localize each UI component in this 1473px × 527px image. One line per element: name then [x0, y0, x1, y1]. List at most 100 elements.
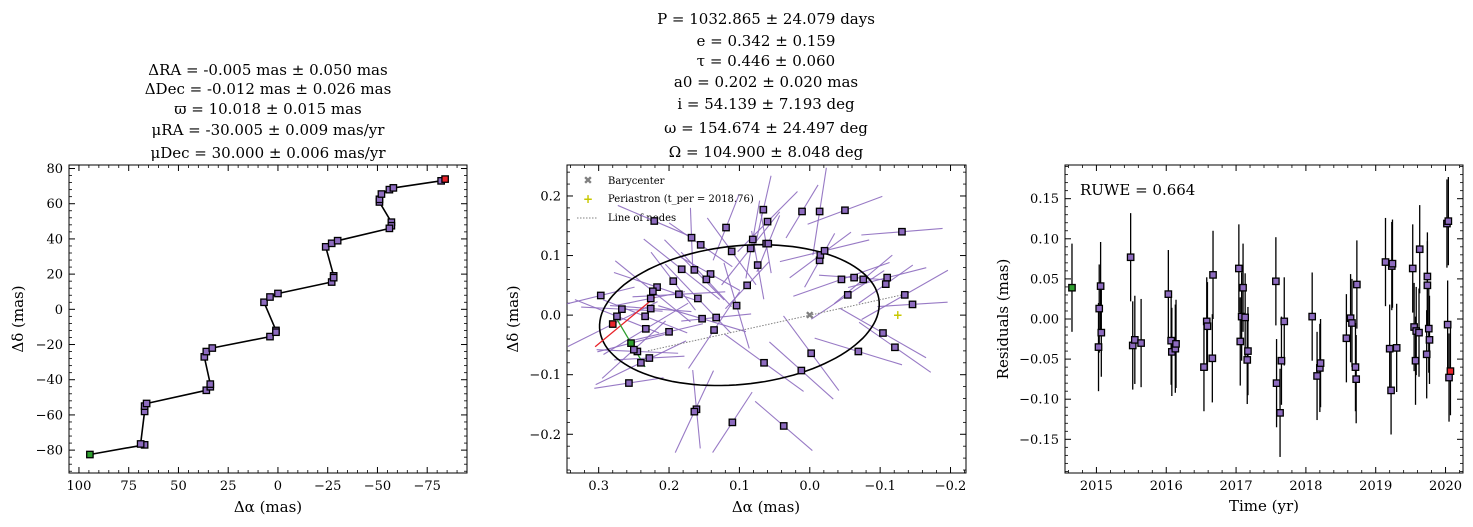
x-tick-label: 75 [120, 479, 137, 494]
last-epoch-scan-line [594, 296, 656, 348]
data-point [1137, 339, 1145, 347]
legend-barycenter-label: Barycenter [608, 176, 665, 187]
data-point [1423, 272, 1432, 281]
data-point [1445, 373, 1453, 382]
data-point [837, 275, 846, 284]
data-point [1444, 217, 1453, 225]
panel-proper-motion: ΔRA = -0.005 mas ± 0.050 mas ΔDec = -0.0… [9, 61, 468, 516]
data-point [1411, 356, 1420, 365]
data-point [1130, 336, 1139, 344]
x-tick-label: −0.2 [935, 479, 967, 494]
data-point [1351, 363, 1360, 371]
data-point [1280, 317, 1289, 326]
data-point [1096, 282, 1105, 290]
data-point [883, 273, 892, 282]
data-point [1236, 337, 1245, 346]
panel1-xlabel: Δα (mas) [234, 498, 302, 516]
data-point [722, 223, 730, 232]
data-point [1352, 375, 1361, 384]
data-point [1408, 264, 1417, 273]
data-point [759, 205, 768, 214]
panel1-ylabel: Δδ (mas) [9, 285, 27, 352]
data-point [687, 233, 696, 242]
data-point [645, 354, 654, 362]
x-tick-label: 0.1 [729, 479, 750, 494]
ruwe-annotation: RUWE = 0.664 [1080, 181, 1195, 199]
data-point [1200, 363, 1208, 371]
data-point [1388, 259, 1397, 268]
data-point [854, 347, 863, 356]
data-point [1313, 372, 1321, 380]
data-point [1276, 408, 1284, 417]
data-point [389, 184, 398, 192]
y-tick-label: 40 [46, 232, 63, 247]
line-of-nodes [647, 293, 905, 352]
data-point [1239, 283, 1247, 292]
data-point [706, 270, 715, 278]
x-tick-label: −0.1 [864, 479, 896, 494]
data-point [1208, 354, 1217, 363]
y-tick-label: −60 [36, 408, 63, 423]
data-point [850, 273, 858, 282]
data-point [630, 345, 638, 354]
data-point [1425, 336, 1434, 344]
legend: ✖ Barycenter + Periastron (t_per = 2018.… [577, 174, 754, 224]
data-point [1277, 356, 1286, 365]
panel1-title-line-1: ΔRA = -0.005 mas ± 0.050 mas [148, 61, 387, 79]
data-point [1164, 290, 1173, 298]
data-point [760, 358, 768, 367]
data-point [859, 275, 868, 284]
y-tick-label: −0.2 [529, 428, 561, 443]
panel-residuals: RUWE = 0.664 Time (yr) Residuals (mas) 2… [994, 164, 1464, 515]
data-point [1172, 340, 1180, 348]
y-tick-label: −40 [36, 373, 63, 388]
data-point [653, 283, 661, 291]
first-epoch-point [86, 450, 94, 459]
data-point [1316, 359, 1325, 367]
data-point [690, 266, 699, 274]
y-tick-label: 20 [46, 268, 63, 283]
x-tick-label: 50 [170, 479, 187, 494]
data-point [1095, 304, 1104, 313]
x-tick-label: 2020 [1429, 479, 1462, 494]
data-point [675, 290, 683, 299]
data-point [694, 294, 702, 303]
panel3-ylabel: Residuals (mas) [994, 259, 1012, 380]
y-tick-label: −0.1 [529, 368, 561, 383]
data-point [728, 418, 737, 427]
panel2-title-line-4: a0 = 0.202 ± 0.020 mas [674, 73, 858, 91]
data-point [329, 273, 338, 282]
data-point [797, 366, 806, 375]
panel1-title-line-2: ΔDec = -0.012 mas ± 0.026 mas [145, 80, 392, 98]
x-tick-label: −25 [314, 479, 341, 494]
x-tick-label: 0 [274, 479, 282, 494]
panel3-xlabel: Time (yr) [1229, 497, 1299, 515]
y-tick-label: 0.1 [540, 249, 561, 264]
y-tick-label: 0.15 [1030, 192, 1059, 207]
data-point [891, 343, 899, 352]
data-point [142, 399, 151, 408]
x-tick-label: 0.0 [799, 479, 820, 494]
data-point [1387, 386, 1395, 395]
panel2-xlabel: Δα (mas) [732, 498, 800, 516]
data-point [764, 239, 773, 248]
data-point [1094, 343, 1103, 351]
legend-barycenter-marker: ✖ [583, 174, 592, 187]
data-point [898, 227, 906, 236]
data-point [136, 440, 145, 448]
y-tick-label: −0.05 [1019, 353, 1059, 368]
data-point [816, 251, 825, 259]
data-point [1209, 271, 1217, 279]
data-point [1424, 324, 1433, 333]
data-point [698, 314, 706, 323]
data-point [712, 313, 721, 322]
data-point [641, 324, 650, 333]
y-tick-label: 0.2 [540, 189, 561, 204]
x-tick-label: 0.3 [588, 479, 609, 494]
y-tick-label: 0 [55, 303, 63, 318]
data-point [377, 190, 386, 198]
data-point [798, 207, 806, 216]
data-point [879, 329, 887, 337]
data-point [1422, 350, 1431, 359]
data-point [779, 422, 788, 430]
